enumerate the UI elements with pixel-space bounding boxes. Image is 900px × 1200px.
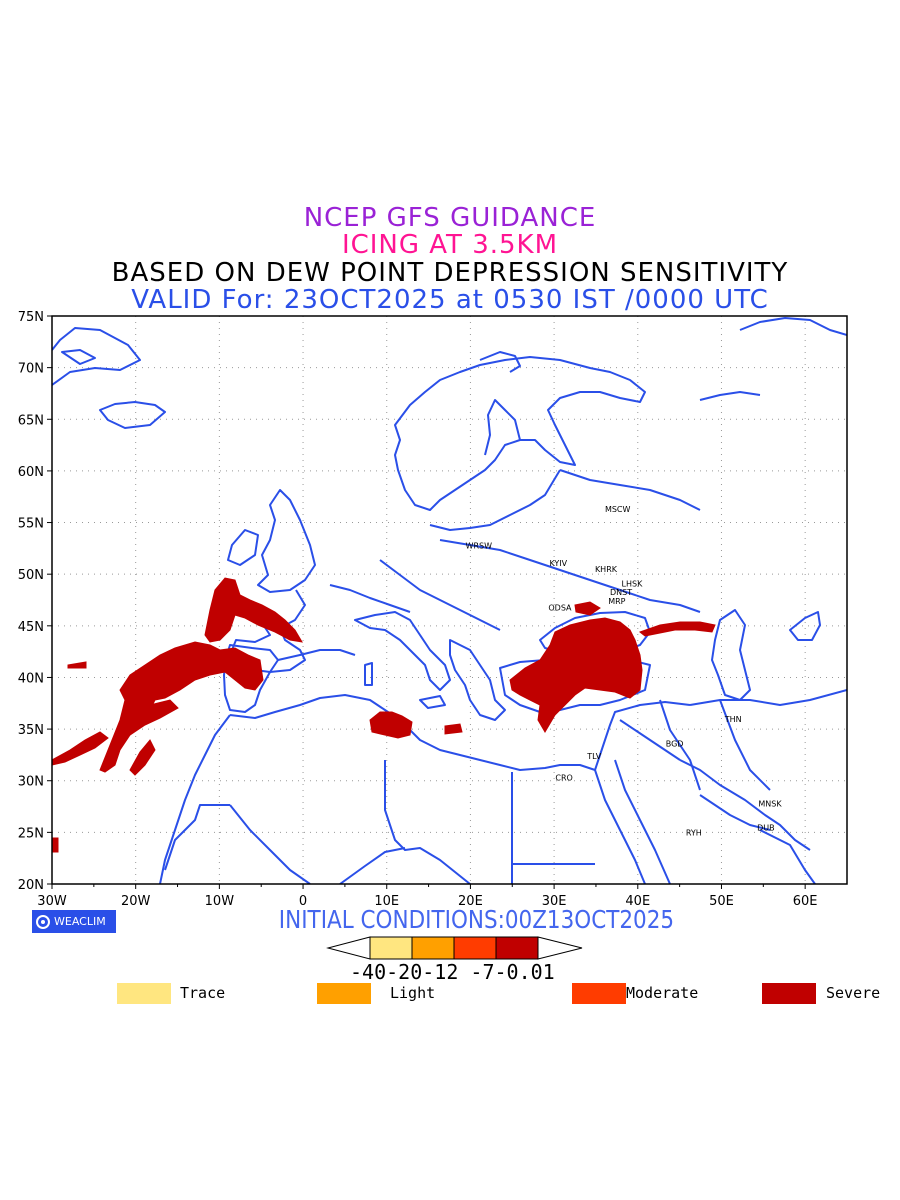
city-label-mnsk: MNSK: [758, 800, 782, 809]
lat-label: 30N: [18, 775, 44, 790]
city-label-cro: CRO: [555, 774, 572, 783]
legend-swatch-severe: [762, 983, 816, 1004]
longitude-labels: 30W 20W 10W 0 10E 20E 30E 40E 50E 60E: [37, 894, 817, 909]
city-label-ryh: RYH: [686, 828, 702, 837]
city-label-thn: THN: [724, 715, 742, 724]
city-label-dub: DUB: [757, 823, 775, 832]
latitude-labels: 75N 70N 65N 60N 55N 50N 45N 40N 35N 30N 25N 20N: [18, 310, 44, 893]
colorbar-left-arrow: [326, 936, 371, 960]
colorbar-bin-severe: [495, 936, 539, 960]
colorbar-bin-light: [411, 936, 455, 960]
legend-label-trace: Trace: [180, 984, 226, 1002]
colorbar-bin-trace: [369, 936, 413, 960]
initial-conditions: INITIAL CONDITIONS:00Z13OCT2025: [278, 905, 675, 934]
lat-label: 35N: [18, 723, 44, 738]
lon-label: 20E: [458, 894, 483, 909]
legend-swatch-moderate: [572, 983, 626, 1004]
city-label-dnst: DNST: [610, 588, 632, 597]
lon-label: 10W: [205, 894, 235, 909]
lon-label: 40E: [625, 894, 650, 909]
city-label-lhsk: LHSK: [622, 580, 644, 589]
city-label-mscw: MSCW: [605, 505, 631, 514]
weaclim-logo-icon: [36, 914, 50, 929]
lon-label: 10E: [374, 894, 399, 909]
lat-label: 25N: [18, 826, 44, 841]
map-grid: [52, 316, 847, 884]
city-label-tlv: TLV: [586, 752, 601, 761]
lon-label: 0: [299, 894, 307, 909]
city-label-mrp: MRP: [608, 597, 625, 606]
city-label-wrsw: WRSW: [466, 541, 493, 550]
city-label-bgd: BGD: [666, 740, 684, 749]
legend-label-moderate: Moderate: [626, 984, 699, 1002]
city-label-odsa: ODSA: [548, 603, 572, 612]
title-line-1: NCEP GFS GUIDANCE: [303, 203, 597, 233]
legend-swatch-light: [317, 983, 371, 1004]
coastlines-borders: [52, 317, 847, 884]
axis-ticks: [47, 315, 806, 889]
colorbar: [326, 936, 583, 960]
colorbar-labels: -40-20-12 -7-0.01: [350, 960, 555, 984]
colorbar-bin-moderate: [453, 936, 497, 960]
title-line-3: BASED ON DEW POINT DEPRESSION SENSITIVIT…: [111, 258, 789, 288]
weaclim-logo: WEACLIM: [32, 910, 116, 933]
lat-label: 70N: [18, 362, 44, 377]
legend-label-light: Light: [390, 984, 436, 1002]
title-line-2: ICING AT 3.5KM: [341, 230, 559, 260]
colorbar-right-arrow: [537, 936, 583, 960]
lat-label: 50N: [18, 568, 44, 583]
lon-label: 50E: [709, 894, 734, 909]
weaclim-logo-text: WEACLIM: [54, 915, 106, 928]
city-label-khrk: KHRK: [595, 565, 618, 574]
severe-icing-areas: [52, 577, 716, 853]
lat-label: 45N: [18, 620, 44, 635]
lat-label: 75N: [18, 310, 44, 325]
city-label-kyiv: KYIV: [549, 559, 567, 568]
lat-label: 40N: [18, 671, 44, 686]
legend-label-severe: Severe: [826, 984, 881, 1002]
valid-time-line: VALID For: 23OCT2025 at 0530 IST /0000 U…: [131, 285, 769, 315]
legend-swatch-trace: [117, 983, 171, 1004]
map-frame: [51, 315, 848, 885]
lat-label: 65N: [18, 413, 44, 428]
lon-label: 60E: [793, 894, 818, 909]
lat-label: 55N: [18, 517, 44, 532]
lat-label: 60N: [18, 465, 44, 480]
lon-label: 20W: [121, 894, 151, 909]
lon-label: 30W: [37, 894, 67, 909]
lat-label: 20N: [18, 878, 44, 893]
lon-label: 30E: [542, 894, 567, 909]
